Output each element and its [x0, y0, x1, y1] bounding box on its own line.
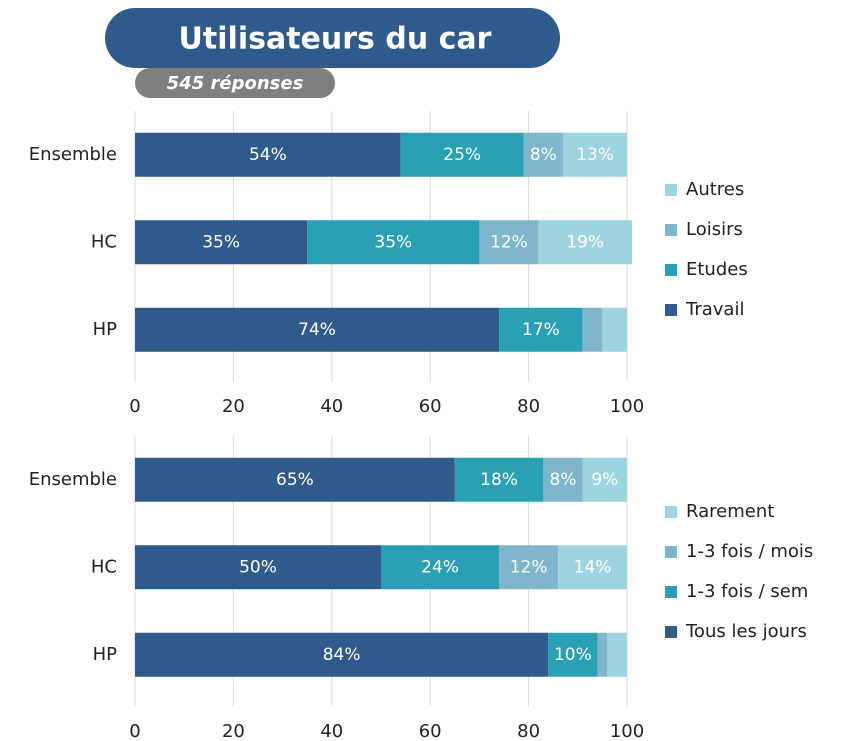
legend-swatch [665, 264, 677, 276]
bar-segment [602, 307, 627, 352]
data-label: 24% [421, 557, 459, 577]
bar-segment [538, 220, 632, 265]
legend-swatch [665, 304, 677, 316]
x-tick-label: 100 [610, 721, 644, 741]
title-pill [105, 8, 560, 68]
bar-segment [454, 457, 544, 502]
bar-segment [381, 545, 500, 590]
data-label: 9% [591, 470, 618, 490]
legend-label: Rarement [686, 501, 774, 522]
data-label: 10% [554, 645, 592, 665]
legend-label: Autres [686, 179, 744, 200]
bar-segment [400, 132, 524, 177]
bar-segment [597, 632, 608, 677]
bar-segment [499, 545, 559, 590]
x-tick-label: 40 [320, 721, 343, 741]
bar-segment [563, 132, 627, 177]
legend-swatch [665, 546, 677, 558]
y-tick-label: Ensemble [29, 144, 117, 165]
bar-segment [135, 307, 500, 352]
data-label: 25% [443, 145, 481, 165]
x-tick-label: 20 [222, 721, 245, 741]
legend-swatch [665, 586, 677, 598]
bar-segment [135, 545, 381, 590]
data-label: 35% [374, 232, 412, 252]
y-tick-label: HP [93, 644, 118, 665]
x-tick-label: 0 [129, 721, 140, 741]
data-label: 18% [480, 470, 518, 490]
legend-label: Tous les jours [685, 621, 807, 642]
bar-segment [523, 132, 564, 177]
bar-segment [135, 220, 308, 265]
subtitle-pill [135, 68, 335, 98]
legend-label: Travail [685, 299, 744, 320]
x-tick-label: 20 [222, 396, 245, 417]
x-tick-label: 40 [320, 396, 343, 417]
data-label: 54% [249, 145, 287, 165]
data-label: 50% [239, 557, 277, 577]
bar-segment [307, 220, 480, 265]
bar-segment [543, 457, 583, 502]
y-tick-label: HP [93, 319, 118, 340]
data-label: 14% [574, 557, 612, 577]
data-label: 12% [490, 232, 528, 252]
x-tick-label: 100 [610, 396, 644, 417]
bar-segment [582, 307, 603, 352]
data-label: 35% [202, 232, 240, 252]
bar-segment [548, 632, 598, 677]
y-tick-label: HC [91, 556, 117, 577]
data-label: 13% [576, 145, 614, 165]
legend-swatch [665, 184, 677, 196]
bar-segment [135, 132, 401, 177]
y-tick-label: Ensemble [29, 469, 117, 490]
bar-segment [499, 307, 583, 352]
title: Utilisateurs du car [179, 22, 492, 57]
legend-swatch [665, 506, 677, 518]
data-label: 8% [530, 145, 557, 165]
bar-segment [479, 220, 539, 265]
data-label: 12% [510, 557, 548, 577]
x-tick-label: 60 [419, 721, 442, 741]
data-label: 65% [276, 470, 314, 490]
bar-segment [582, 457, 627, 502]
data-label: 19% [566, 232, 604, 252]
y-tick-label: HC [91, 231, 117, 252]
bar-segment [135, 457, 455, 502]
x-tick-label: 80 [517, 396, 540, 417]
legend-label: Loisirs [686, 219, 743, 240]
subtitle: 545 réponses [167, 73, 304, 94]
data-label: 84% [323, 645, 361, 665]
x-tick-label: 80 [517, 721, 540, 741]
bar-segment [135, 632, 549, 677]
x-tick-label: 60 [419, 396, 442, 417]
bar-segment [607, 632, 627, 677]
legend-label: 1-3 fois / mois [686, 541, 813, 562]
data-label: 8% [550, 470, 577, 490]
legend-swatch [665, 626, 677, 638]
legend-swatch [665, 224, 677, 236]
bar-segment [558, 545, 627, 590]
data-label: 17% [522, 320, 560, 340]
data-label: 74% [298, 320, 336, 340]
x-tick-label: 0 [129, 396, 140, 417]
legend-label: Etudes [686, 259, 748, 280]
legend-label: 1-3 fois / sem [686, 581, 808, 602]
